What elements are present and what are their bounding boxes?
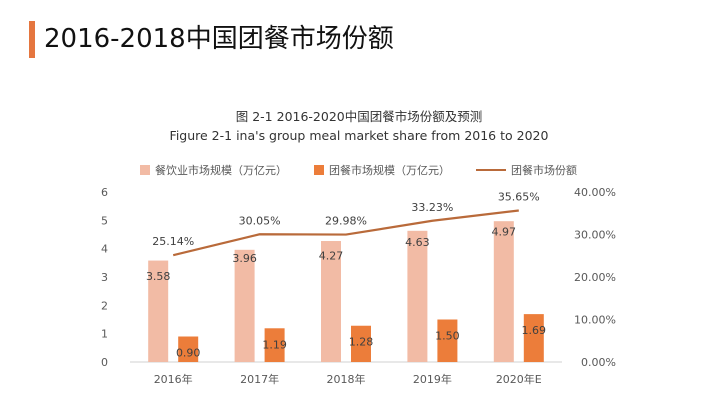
catering-bar-label: 4.27 bbox=[319, 250, 344, 263]
share-line-label: 25.14% bbox=[152, 235, 194, 248]
group-meal-bar-label: 1.50 bbox=[435, 330, 460, 343]
chart-title: 图 2-1 2016-2020中国团餐市场份额及预测 bbox=[236, 109, 483, 124]
x-tick-label: 2019年 bbox=[413, 372, 452, 386]
title-accent-bar bbox=[29, 21, 35, 58]
x-tick-label: 2017年 bbox=[240, 372, 279, 386]
y-left-tick-label: 4 bbox=[101, 243, 108, 256]
catering-market-bar bbox=[493, 221, 514, 362]
x-tick-label: 2016年 bbox=[154, 372, 193, 386]
y-right-tick-label: 40.00% bbox=[574, 186, 616, 199]
catering-market-bar bbox=[407, 230, 428, 362]
catering-bar-label: 3.96 bbox=[232, 252, 257, 265]
catering-bar-label: 4.63 bbox=[405, 236, 430, 249]
y-left-tick-label: 1 bbox=[101, 328, 108, 341]
chart-subtitle: Figure 2-1 ina's group meal market share… bbox=[170, 128, 549, 143]
legend-label: 团餐市场规模（万亿元） bbox=[329, 163, 450, 177]
x-tick-label: 2018年 bbox=[327, 372, 366, 386]
catering-market-bar bbox=[234, 249, 255, 362]
group-meal-bar-label: 1.69 bbox=[522, 324, 547, 337]
group-meal-bar-label: 0.90 bbox=[176, 347, 201, 360]
share-line-layer bbox=[172, 209, 519, 257]
legend-label: 团餐市场份额 bbox=[511, 163, 577, 177]
page-title: 2016-2018中国团餐市场份额 bbox=[44, 24, 394, 54]
group-meal-bar-label: 1.19 bbox=[262, 338, 287, 351]
y-left-tick-label: 6 bbox=[101, 186, 108, 199]
y-right-tick-label: 10.00% bbox=[574, 314, 616, 327]
share-line-label: 29.98% bbox=[325, 215, 367, 228]
catering-market-bar bbox=[148, 260, 169, 362]
share-line-label: 33.23% bbox=[411, 201, 453, 214]
y-right-tick-label: 0.00% bbox=[581, 356, 616, 369]
y-left-tick-label: 3 bbox=[101, 271, 108, 284]
y-left-tick-label: 5 bbox=[101, 214, 108, 227]
group-meal-market-bar bbox=[437, 319, 458, 362]
chart-bars bbox=[148, 221, 544, 362]
group-meal-bar-label: 1.28 bbox=[349, 336, 374, 349]
y-right-tick-label: 30.00% bbox=[574, 229, 616, 242]
catering-bar-label: 3.58 bbox=[146, 270, 171, 283]
y-left-tick-label: 2 bbox=[101, 299, 108, 312]
group-meal-market-bar bbox=[264, 328, 285, 362]
share-line-label: 35.65% bbox=[498, 190, 540, 203]
legend-label: 餐饮业市场规模（万亿元） bbox=[155, 163, 287, 177]
catering-market-bar bbox=[321, 241, 341, 362]
legend-swatch-bar bbox=[140, 165, 150, 175]
group-meal-market-bar bbox=[523, 314, 544, 362]
share-line bbox=[172, 209, 519, 257]
y-right-tick-label: 20.00% bbox=[574, 271, 616, 284]
x-tick-label: 2020年E bbox=[496, 372, 542, 386]
catering-bar-label: 4.97 bbox=[492, 225, 517, 238]
chart-axes: 0 1 2 3 4 5 6 0.00% 10.00% 20.00% 30.00% 40.00% 2016… bbox=[101, 186, 616, 386]
group-meal-market-bar bbox=[351, 325, 371, 362]
share-line-label: 30.05% bbox=[239, 214, 281, 227]
group-meal-market-bar bbox=[178, 336, 199, 362]
legend-swatch-bar bbox=[314, 165, 324, 175]
y-left-tick-label: 0 bbox=[101, 356, 108, 369]
chart-legend: 餐饮业市场规模（万亿元） 团餐市场规模（万亿元） 团餐市场份额 bbox=[140, 163, 577, 177]
chart-data-labels: 3.58 3.96 4.27 4.63 4.97 0.90 1.19 1.28 1.50 1.69… bbox=[146, 190, 546, 359]
